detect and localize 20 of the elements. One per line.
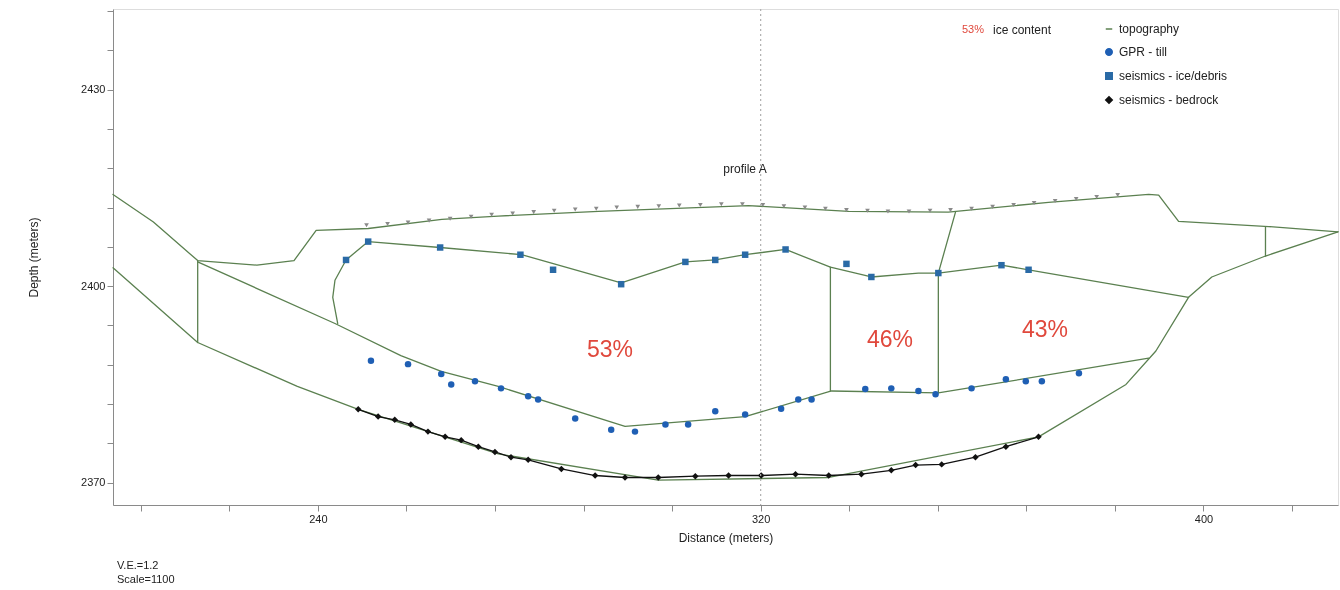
text: V.E.=1.2: [117, 559, 159, 571]
annotation: profile A: [723, 162, 767, 176]
x-axis-title: Distance (meters): [678, 530, 774, 545]
y-tick-label: 2430: [81, 83, 106, 96]
y-axis-title: Depth (meters): [27, 217, 42, 298]
x-tick-label: 240: [309, 512, 328, 525]
legend-label: topography: [1119, 22, 1180, 36]
legend-label: GPR - till: [1119, 45, 1167, 59]
legend-label: seismics - bedrock: [1119, 93, 1220, 107]
annotation: ice content: [993, 23, 1052, 37]
y-tick-label: 2400: [81, 279, 106, 292]
legend-label: seismics - ice/debris: [1119, 69, 1228, 83]
text: Scale=1100: [117, 573, 175, 585]
x-tick-label: 400: [1194, 512, 1214, 525]
x-tick-label: 320: [751, 512, 771, 525]
annotation: 53%: [586, 336, 634, 362]
annotation: 43%: [1021, 316, 1069, 342]
y-tick-label: 2370: [81, 476, 106, 489]
annotation: 53%: [961, 23, 985, 35]
annotation: 46%: [866, 326, 914, 352]
